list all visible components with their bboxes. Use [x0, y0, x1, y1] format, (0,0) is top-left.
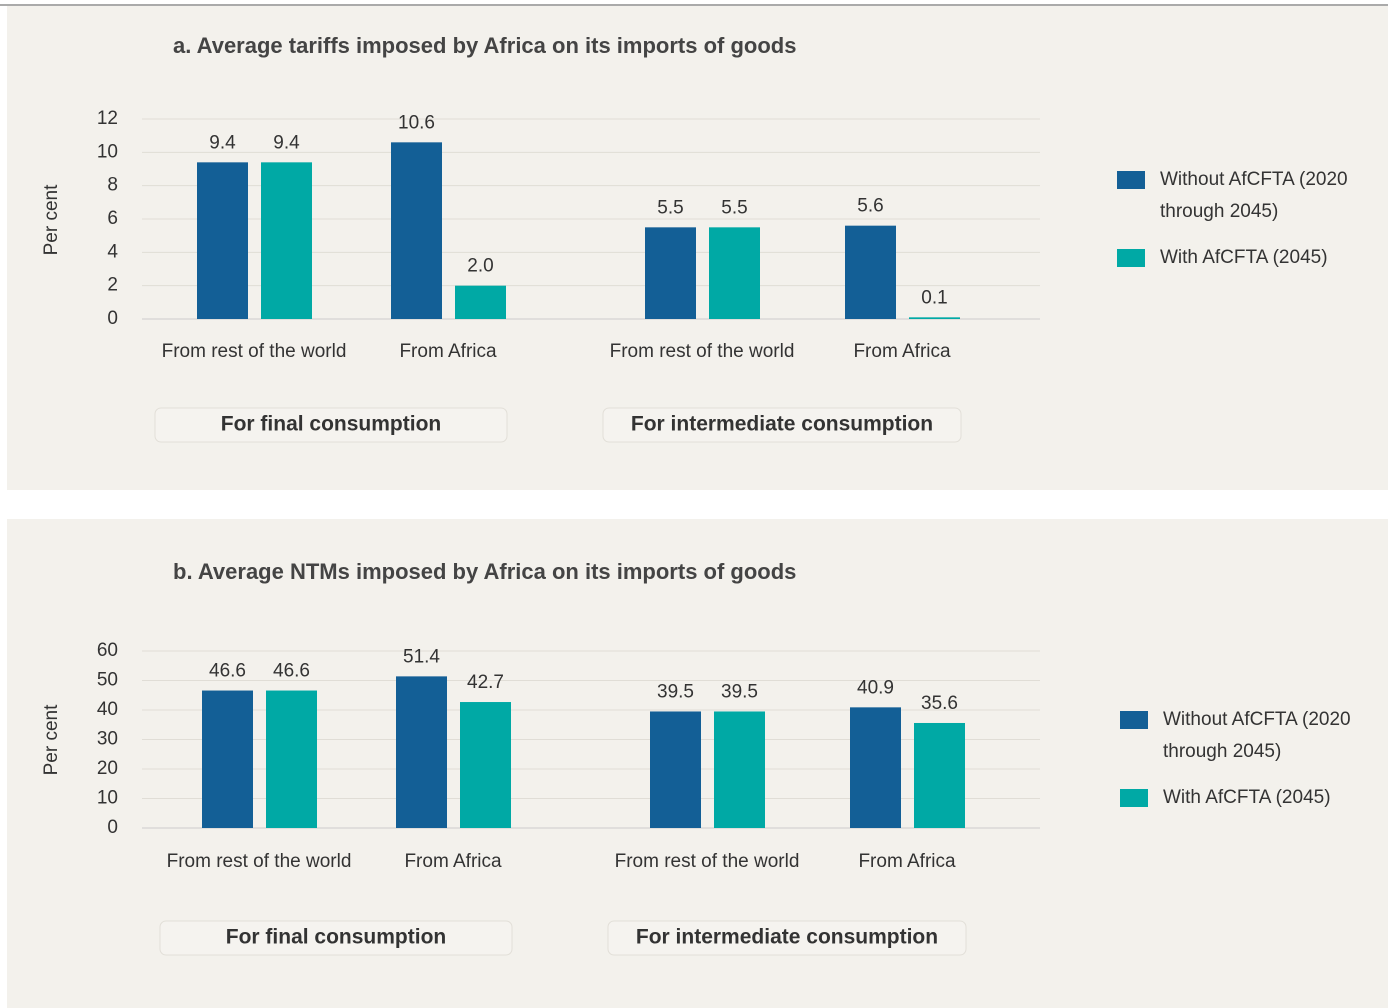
bar: [714, 711, 765, 828]
legend-swatch: [1120, 789, 1148, 807]
data-label: 46.6: [209, 661, 246, 682]
y-axis-label: Per cent: [41, 184, 62, 255]
x-tick-label: From rest of the world: [162, 341, 347, 362]
bar: [455, 285, 506, 319]
data-label: 42.7: [467, 672, 504, 693]
y-tick-label: 20: [97, 758, 118, 779]
chart-title: b. Average NTMs imposed by Africa on its…: [173, 559, 796, 584]
group-box: [607, 920, 967, 956]
x-tick-label: From Africa: [853, 341, 951, 362]
x-tick-label: From rest of the world: [610, 341, 795, 362]
y-tick-label: 0: [107, 817, 118, 838]
data-label: 46.6: [273, 661, 310, 682]
bar: [396, 676, 447, 828]
data-label: 10.6: [398, 112, 435, 133]
data-label: 35.6: [921, 693, 958, 714]
group-label: For intermediate consumption: [636, 926, 938, 949]
legend-label: Without AfCFTA (2020 through 2045): [1160, 169, 1348, 222]
group-label: For intermediate consumption: [631, 413, 933, 436]
data-label: 39.5: [721, 681, 758, 702]
group-box: [602, 407, 962, 443]
bar: [850, 707, 901, 828]
y-tick-label: 12: [97, 108, 118, 129]
bar: [645, 227, 696, 319]
group-box: [159, 920, 513, 956]
bar: [909, 317, 960, 319]
x-tick-label: From rest of the world: [615, 851, 800, 872]
group-box: [154, 407, 508, 443]
legend-swatch: [1117, 249, 1145, 267]
legend-label: With AfCFTA (2045): [1163, 787, 1331, 808]
legend-label: With AfCFTA (2045): [1160, 247, 1328, 268]
y-axis-label: Per cent: [41, 704, 62, 775]
bar: [266, 690, 317, 828]
bar: [261, 162, 312, 319]
data-label: 5.5: [721, 197, 747, 218]
bar: [914, 722, 965, 828]
y-tick-label: 10: [97, 141, 118, 162]
chart-title: a. Average tariffs imposed by Africa on …: [173, 33, 796, 58]
x-tick-label: From Africa: [404, 851, 502, 872]
data-label: 40.9: [857, 677, 894, 698]
y-tick-label: 8: [107, 175, 118, 196]
bar: [197, 162, 248, 319]
legend-swatch: [1120, 711, 1148, 729]
data-label: 9.4: [209, 132, 236, 153]
bar: [845, 225, 896, 319]
group-label: For final consumption: [221, 413, 442, 436]
y-tick-label: 6: [107, 208, 118, 229]
data-label: 9.4: [273, 132, 300, 153]
y-tick-label: 40: [97, 699, 118, 720]
y-tick-label: 30: [97, 729, 118, 750]
data-label: 51.4: [403, 646, 440, 667]
bar: [202, 690, 253, 828]
y-tick-label: 2: [107, 275, 118, 296]
y-tick-label: 10: [97, 788, 118, 809]
y-tick-label: 0: [107, 308, 118, 329]
bar: [391, 142, 442, 319]
legend-entry: Without AfCFTA (2020 through 2045): [1120, 704, 1353, 768]
legend-label: Without AfCFTA (2020 through 2045): [1163, 709, 1351, 762]
bar: [460, 702, 511, 828]
data-label: 39.5: [657, 681, 694, 702]
x-tick-label: From Africa: [858, 851, 956, 872]
legend-entry: With AfCFTA (2045): [1120, 782, 1353, 814]
bar: [709, 227, 760, 319]
data-label: 0.1: [921, 287, 947, 308]
y-tick-label: 50: [97, 670, 118, 691]
legend-entry: Without AfCFTA (2020 through 2045): [1117, 164, 1350, 228]
data-label: 2.0: [467, 256, 493, 277]
data-label: 5.5: [657, 197, 683, 218]
data-label: 5.6: [857, 196, 883, 217]
y-tick-label: 60: [97, 640, 118, 661]
legend-swatch: [1117, 171, 1145, 189]
x-tick-label: From rest of the world: [167, 851, 352, 872]
x-tick-label: From Africa: [399, 341, 497, 362]
legend-entry: With AfCFTA (2045): [1117, 242, 1350, 274]
y-tick-label: 4: [107, 241, 118, 262]
bar: [650, 711, 701, 828]
group-label: For final consumption: [226, 926, 447, 949]
